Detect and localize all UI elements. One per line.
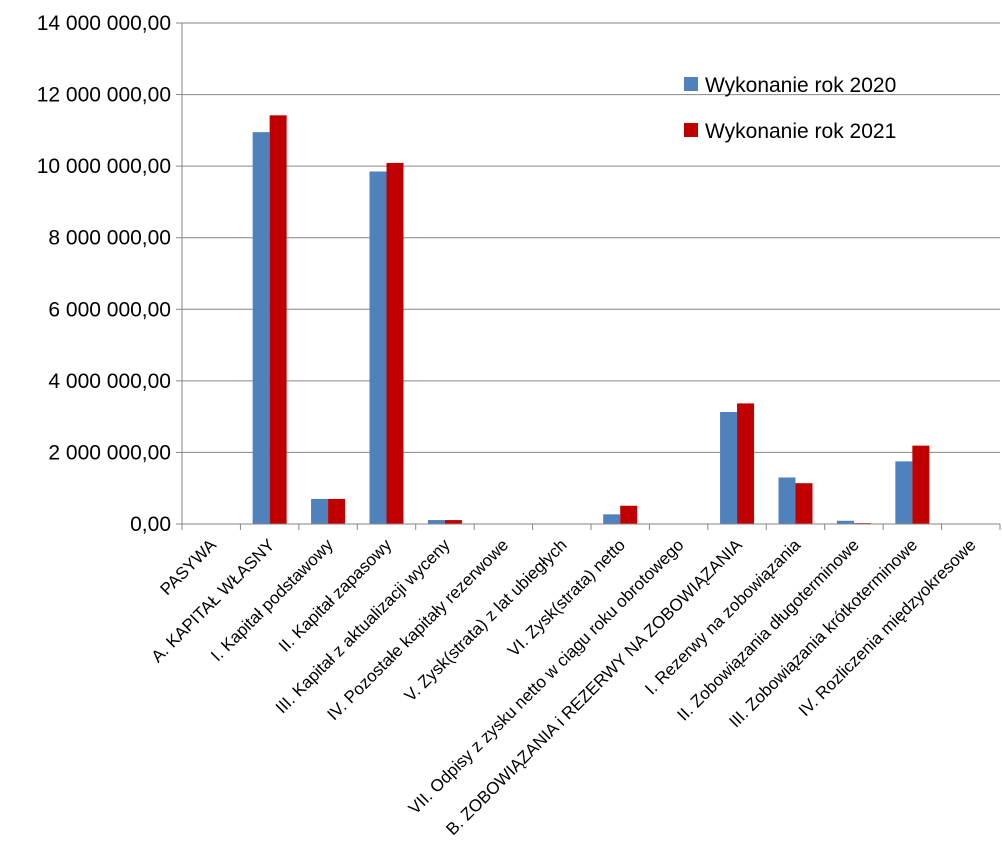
bar-2020 <box>369 171 387 524</box>
bar-2020 <box>895 461 913 524</box>
y-axis-tick-labels: 0,00 2 000 000,00 4 000 000,00 6 000 000,00… <box>37 12 171 536</box>
y-tick-label: 6 000 000,00 <box>48 298 171 321</box>
bar-2021 <box>444 520 462 524</box>
x-tick-label: VII. Odpisy z zysku netto w ciągu roku o… <box>405 535 688 818</box>
gridlines <box>182 22 1000 453</box>
legend-label-2021: Wykonanie rok 2021 <box>705 120 896 143</box>
y-tick-label: 0,00 <box>130 513 171 536</box>
legend-swatch-2021 <box>684 123 698 137</box>
y-tick-label: 4 000 000,00 <box>48 370 171 393</box>
y-tick-label: 10 000 000,00 <box>37 155 171 178</box>
bar-2020 <box>778 477 796 524</box>
y-tick-label: 2 000 000,00 <box>48 441 171 464</box>
y-tick-label: 14 000 000,00 <box>37 12 171 35</box>
bar-2021 <box>795 483 813 524</box>
y-tick-label: 12 000 000,00 <box>37 84 171 107</box>
bar-2021 <box>912 445 930 524</box>
bar-2021 <box>386 162 404 524</box>
bar-2020 <box>836 520 854 524</box>
bar-2020 <box>427 520 445 524</box>
bar-2020 <box>252 132 270 524</box>
legend-label-2020: Wykonanie rok 2020 <box>705 74 896 97</box>
bar-2020 <box>720 411 738 524</box>
bar-2021 <box>620 505 638 524</box>
axes <box>176 22 1001 530</box>
x-tick-label: II. Kapitał zapasowy <box>275 535 396 656</box>
bar-2021 <box>328 498 346 524</box>
bar-2020 <box>603 514 621 524</box>
legend-swatch-2020 <box>684 77 698 91</box>
bar-2021 <box>269 115 287 524</box>
bar-2021 <box>737 403 755 524</box>
bars <box>252 115 930 524</box>
legend: Wykonanie rok 2020 Wykonanie rok 2021 <box>684 74 896 143</box>
y-tick-label: 8 000 000,00 <box>48 227 171 250</box>
bar-2020 <box>311 498 329 524</box>
